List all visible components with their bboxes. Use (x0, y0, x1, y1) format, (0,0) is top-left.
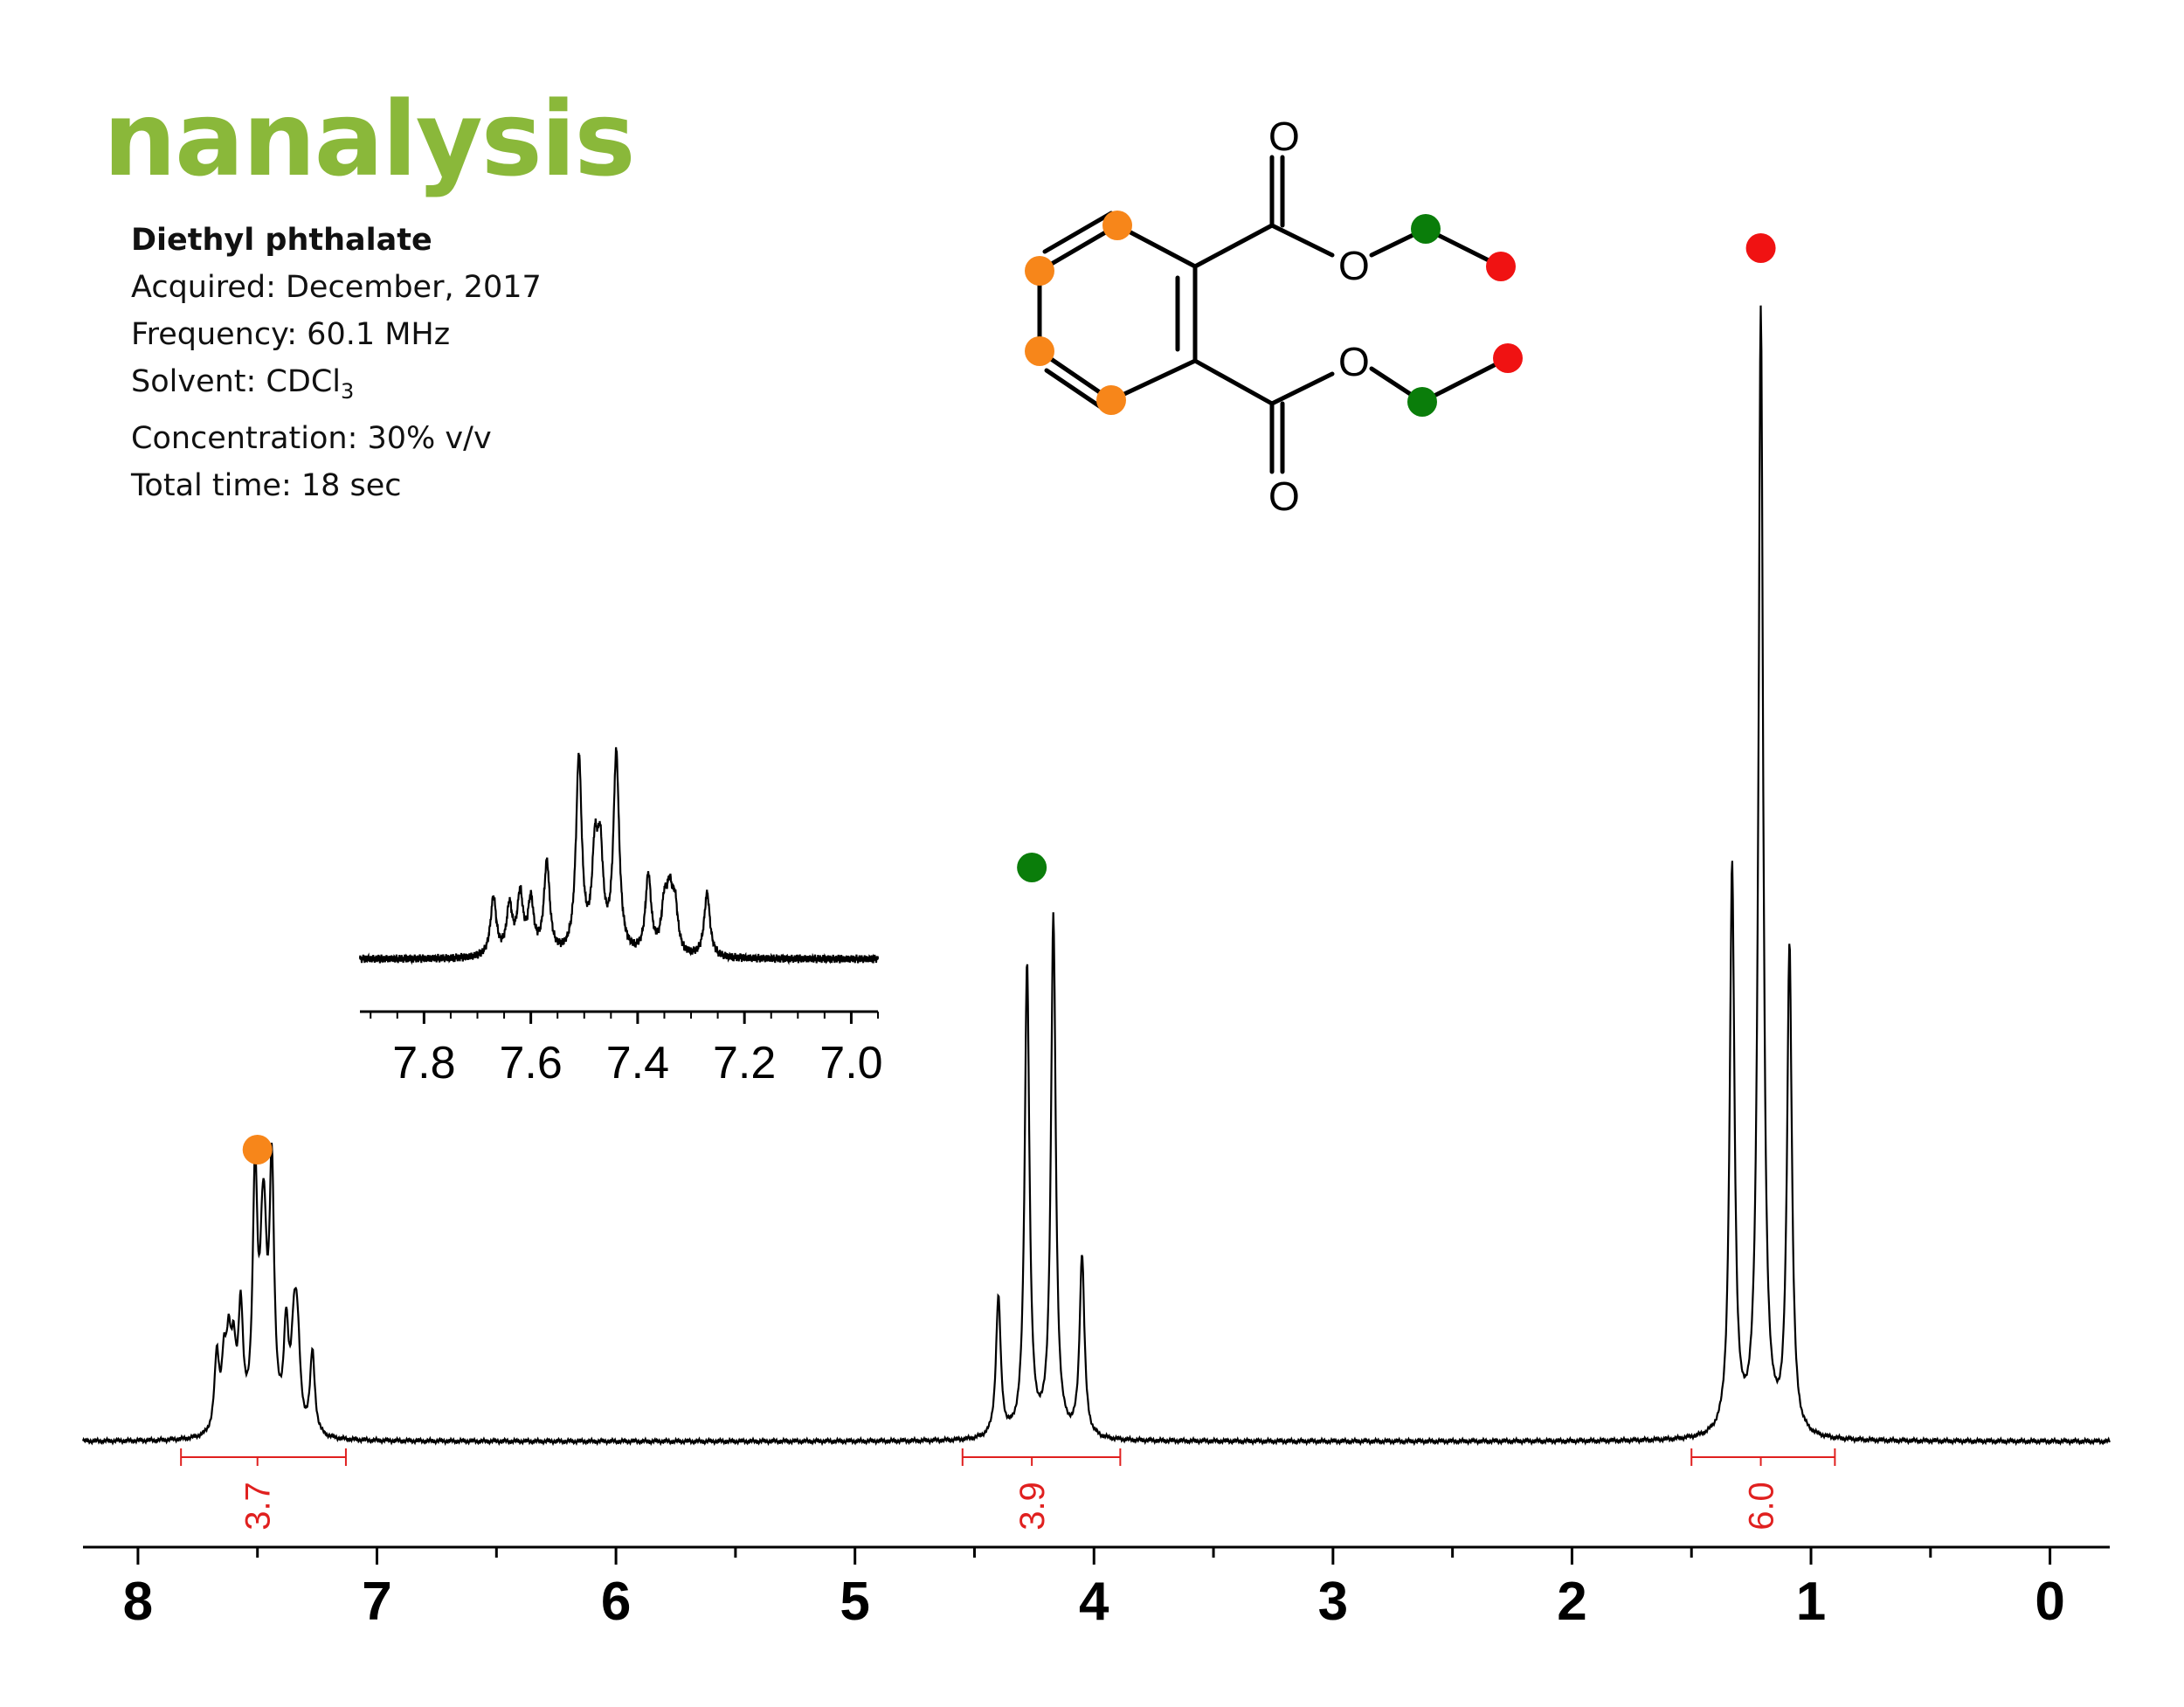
aromatic-proton-dot (1025, 256, 1054, 286)
inset-tick-label: 7.2 (713, 1038, 776, 1088)
integral-value-label: 3.9 (1013, 1482, 1052, 1531)
carbonyl-oxygen-label: O (1268, 114, 1300, 159)
x-tick-label: 3 (1318, 1572, 1348, 1632)
integrals: 3.7 3.9 6.0 (181, 1448, 1835, 1531)
inset-tick-label: 7.8 (392, 1038, 455, 1088)
ch3-proton-dot (1493, 343, 1523, 373)
x-tick-label: 0 (2035, 1572, 2064, 1632)
x-tick-label: 5 (840, 1572, 869, 1632)
integral-value-label: 3.7 (239, 1482, 278, 1531)
ester-oxygen-label: O (1338, 339, 1370, 384)
diethyl-phthalate-structure (1040, 157, 1508, 472)
aromatic-proton-dot (1096, 385, 1126, 415)
aromatic-proton-dot (1025, 336, 1054, 366)
x-tick-label: 6 (601, 1572, 631, 1632)
ch2-peak-marker (1017, 853, 1047, 882)
x-tick-label: 7 (362, 1572, 391, 1632)
aromatic-proton-dot (1102, 211, 1132, 240)
x-tick-label: 2 (1557, 1572, 1586, 1632)
ch2-proton-dot (1407, 387, 1437, 417)
x-tick-label: 1 (1796, 1572, 1826, 1632)
x-tick-label: 8 (123, 1572, 153, 1632)
ch3-proton-dot (1486, 252, 1516, 281)
ester-oxygen-label: O (1338, 243, 1370, 288)
spectrum-trace (83, 306, 2110, 1444)
bond (1272, 374, 1332, 404)
inset-tick-label: 7.6 (499, 1038, 562, 1088)
ch3-peak-marker (1746, 233, 1776, 263)
bond (1195, 361, 1272, 404)
carbonyl-oxygen-label: O (1268, 473, 1300, 519)
inset-spectrum-trace (360, 747, 878, 963)
inset-tick-label: 7.0 (819, 1038, 882, 1088)
peak-markers (243, 233, 1776, 1164)
x-axis: 8 7 6 5 4 3 2 1 0 (83, 1547, 2110, 1632)
ch2-proton-dot (1411, 214, 1441, 244)
bond (1195, 225, 1272, 266)
inset-tick-label: 7.4 (606, 1038, 669, 1088)
bond (1272, 225, 1332, 255)
integral-value-label: 6.0 (1743, 1482, 1781, 1531)
x-tick-label: 4 (1079, 1572, 1109, 1632)
aromatic-peak-marker (243, 1135, 273, 1164)
inset-x-axis: 7.8 7.6 7.4 7.2 7.0 (360, 1012, 883, 1088)
